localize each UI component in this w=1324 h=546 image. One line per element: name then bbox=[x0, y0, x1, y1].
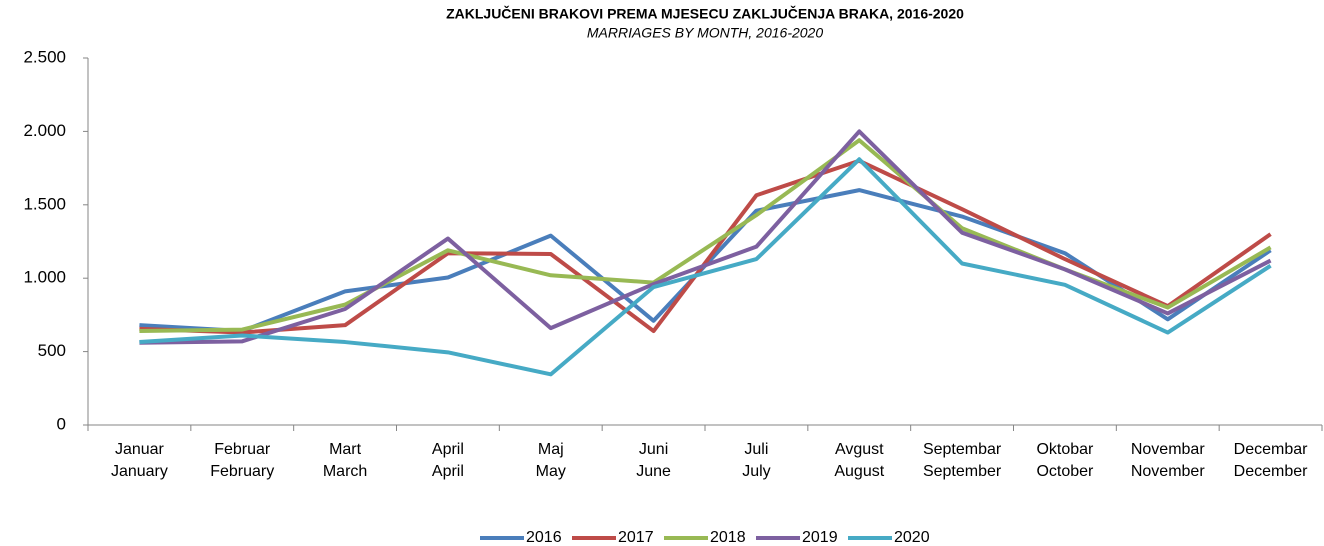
x-tick-label: Decembar bbox=[1234, 441, 1308, 458]
chart-title: ZAKLJUČENI BRAKOVI PREMA MJESECU ZAKLJUČ… bbox=[446, 5, 964, 22]
x-tick-label: Juni bbox=[639, 441, 668, 458]
x-tick-label: Avgust bbox=[835, 441, 884, 458]
x-tick-label: March bbox=[323, 463, 367, 480]
x-tick-label: Juli bbox=[744, 441, 768, 458]
x-tick-label: October bbox=[1036, 463, 1094, 480]
x-tick-label: November bbox=[1131, 463, 1205, 480]
x-tick-label: September bbox=[923, 463, 1002, 480]
legend-label: 2017 bbox=[618, 529, 654, 546]
x-tick-label: Novembar bbox=[1131, 441, 1205, 458]
line-series bbox=[139, 158, 1272, 335]
y-tick-label: 0 bbox=[57, 414, 66, 433]
x-tick-label: Oktobar bbox=[1036, 441, 1094, 458]
x-tick-label: June bbox=[636, 463, 671, 480]
x-tick-label: January bbox=[111, 463, 168, 480]
y-tick-label: 2.000 bbox=[23, 121, 66, 140]
legend-label: 2020 bbox=[894, 529, 930, 546]
x-tick-label: Januar bbox=[115, 441, 165, 458]
chart-subtitle: MARRIAGES BY MONTH, 2016-2020 bbox=[587, 25, 823, 41]
x-tick-label: April bbox=[432, 463, 464, 480]
legend-label: 2019 bbox=[802, 529, 838, 546]
line-series bbox=[139, 129, 1272, 345]
x-tick-label: February bbox=[210, 463, 274, 480]
x-tick-label: Februar bbox=[214, 441, 271, 458]
legend-label: 2018 bbox=[710, 529, 746, 546]
y-tick-label: 1.500 bbox=[23, 194, 66, 213]
y-tick-label: 1.000 bbox=[23, 268, 66, 287]
x-tick-label: December bbox=[1234, 463, 1308, 480]
x-tick-label: May bbox=[536, 463, 566, 480]
x-tick-label: July bbox=[742, 463, 770, 480]
x-tick-label: Septembar bbox=[923, 441, 1002, 458]
x-tick-label: Maj bbox=[538, 441, 564, 458]
x-tick-label: Mart bbox=[329, 441, 362, 458]
legend-label: 2016 bbox=[526, 529, 562, 546]
y-tick-label: 500 bbox=[38, 341, 66, 360]
y-tick-label: 2.500 bbox=[23, 47, 66, 66]
x-tick-label: August bbox=[834, 463, 884, 480]
x-tick-label: April bbox=[432, 441, 464, 458]
line-series bbox=[139, 157, 1272, 377]
